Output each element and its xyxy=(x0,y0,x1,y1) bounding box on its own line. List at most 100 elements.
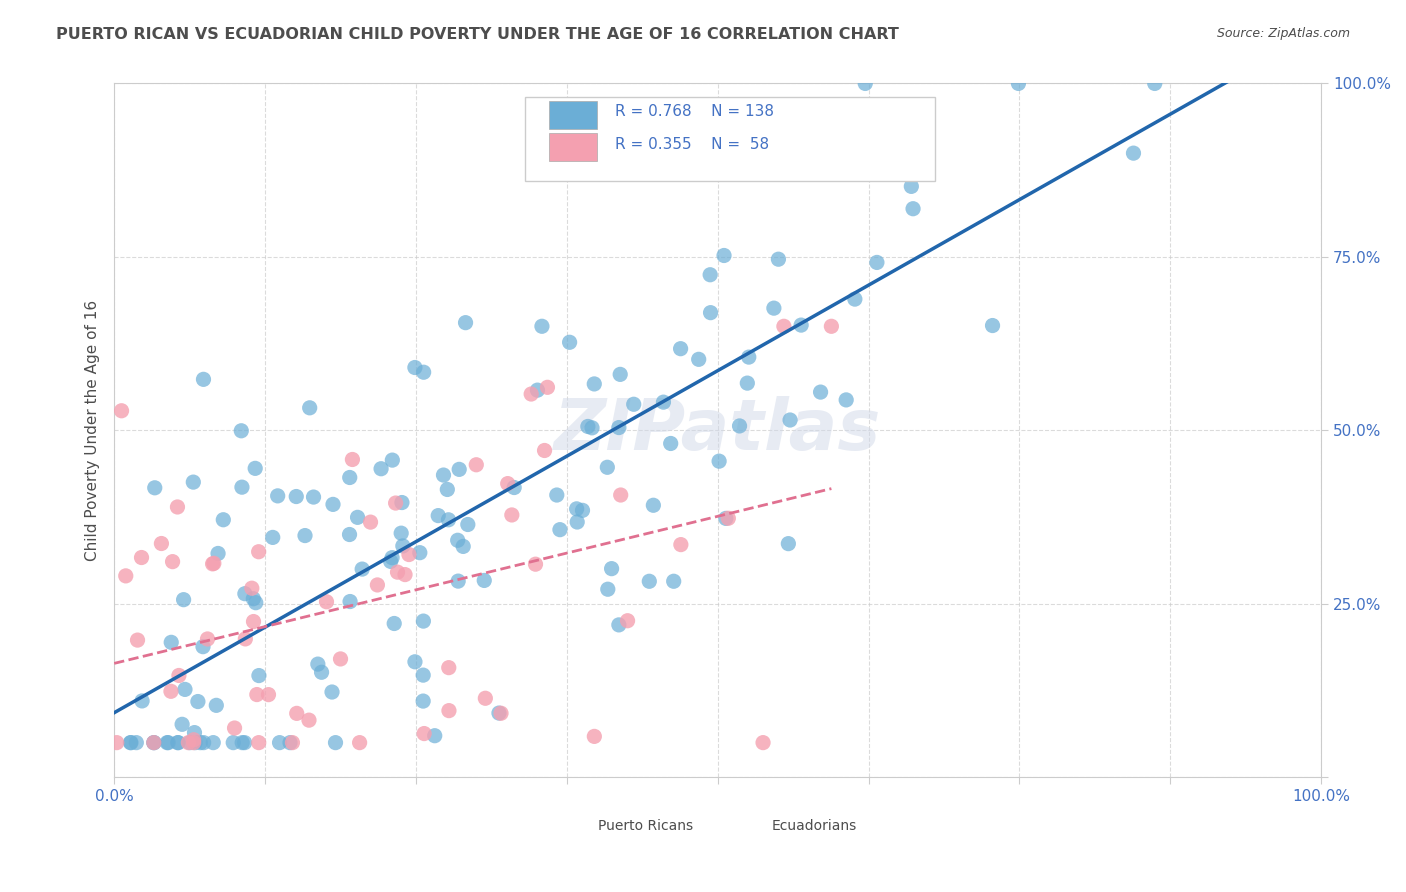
Point xyxy=(623,397,645,411)
Point xyxy=(609,488,631,502)
Point xyxy=(245,461,267,475)
Point xyxy=(233,587,256,601)
Point xyxy=(436,483,458,497)
Point xyxy=(412,694,434,708)
Point xyxy=(114,569,136,583)
Point xyxy=(489,706,512,721)
Point xyxy=(125,736,148,750)
Point xyxy=(437,660,460,674)
Point xyxy=(242,615,264,629)
Point xyxy=(339,527,361,541)
Point xyxy=(131,550,153,565)
Point xyxy=(447,574,470,588)
Point xyxy=(183,725,205,739)
Point xyxy=(699,306,721,320)
Point xyxy=(699,268,721,282)
Point xyxy=(638,574,661,589)
Point xyxy=(1143,77,1166,91)
Point xyxy=(454,316,477,330)
Point xyxy=(262,530,284,544)
Point xyxy=(167,736,190,750)
Point xyxy=(311,665,333,680)
Point xyxy=(307,657,329,672)
Point xyxy=(247,668,270,682)
Point xyxy=(173,592,195,607)
Point xyxy=(558,335,581,350)
Point xyxy=(212,513,235,527)
Point xyxy=(231,480,253,494)
Point xyxy=(183,736,205,750)
Point xyxy=(773,319,796,334)
Point xyxy=(150,536,173,550)
Point xyxy=(231,424,253,438)
Text: R = 0.355    N =  58: R = 0.355 N = 58 xyxy=(614,137,769,152)
Point xyxy=(524,558,547,572)
Point xyxy=(799,164,821,178)
Point xyxy=(166,500,188,514)
Point xyxy=(607,618,630,632)
Point xyxy=(246,688,269,702)
Point xyxy=(900,179,922,194)
Point xyxy=(285,490,308,504)
Point xyxy=(576,419,599,434)
Point xyxy=(844,292,866,306)
Point xyxy=(756,144,779,158)
Point xyxy=(437,704,460,718)
Point xyxy=(659,436,682,450)
Point xyxy=(387,565,409,579)
Point xyxy=(583,376,606,391)
Point xyxy=(329,652,352,666)
Point xyxy=(901,202,924,216)
Point xyxy=(738,350,761,364)
Point xyxy=(652,395,675,409)
Point xyxy=(412,614,434,628)
Point xyxy=(177,736,200,750)
Point xyxy=(160,684,183,698)
Point xyxy=(233,736,256,750)
FancyBboxPatch shape xyxy=(524,97,935,180)
Point xyxy=(688,352,710,367)
Point xyxy=(233,632,256,646)
Point xyxy=(779,413,801,427)
Point xyxy=(315,595,337,609)
Point xyxy=(142,736,165,750)
Point xyxy=(412,365,434,379)
Point xyxy=(392,539,415,553)
Point xyxy=(533,443,555,458)
Point xyxy=(669,342,692,356)
Point xyxy=(193,372,215,386)
Point xyxy=(394,567,416,582)
Point xyxy=(127,633,149,648)
Point xyxy=(607,420,630,434)
Point xyxy=(398,548,420,562)
Point xyxy=(346,510,368,524)
Point xyxy=(752,736,775,750)
Point xyxy=(474,691,496,706)
Point xyxy=(856,136,879,150)
Point xyxy=(389,526,412,541)
Point xyxy=(281,736,304,750)
Point xyxy=(197,632,219,646)
Point xyxy=(302,490,325,504)
Point xyxy=(496,476,519,491)
Point xyxy=(412,668,434,682)
Point xyxy=(184,736,207,750)
Point xyxy=(267,489,290,503)
Text: ZIPatlas: ZIPatlas xyxy=(554,396,882,465)
Point xyxy=(768,252,790,267)
Point xyxy=(409,546,432,560)
Point xyxy=(501,508,523,522)
Point xyxy=(565,501,588,516)
Point xyxy=(294,528,316,542)
Point xyxy=(820,319,842,334)
Point xyxy=(536,380,558,394)
Point xyxy=(596,460,619,475)
Point xyxy=(105,736,128,750)
Point xyxy=(581,421,603,435)
Point xyxy=(465,458,488,472)
Point xyxy=(167,668,190,682)
Point xyxy=(643,498,665,512)
FancyBboxPatch shape xyxy=(548,134,598,161)
Point xyxy=(366,578,388,592)
Point xyxy=(370,461,392,475)
